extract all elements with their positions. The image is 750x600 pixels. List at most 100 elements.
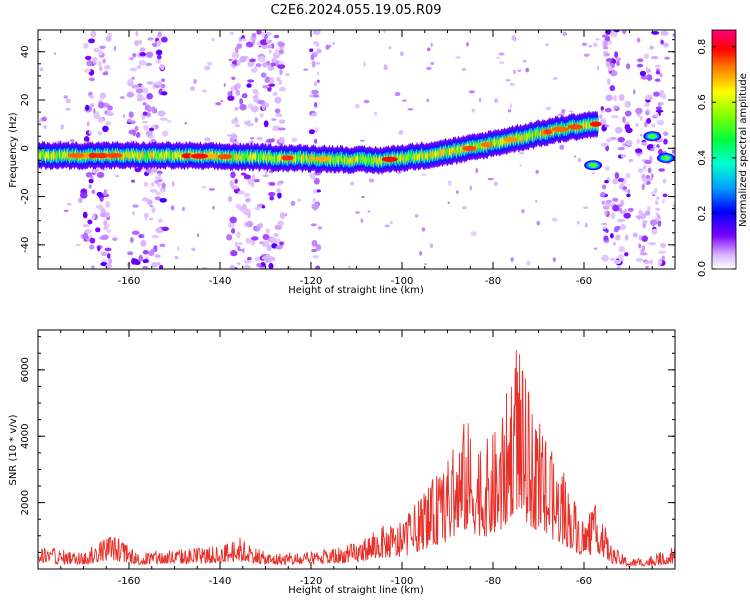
heatmap-background-cell bbox=[211, 37, 215, 42]
heatmap-background-cell bbox=[151, 42, 157, 46]
heatmap-background-cell bbox=[373, 111, 378, 116]
heatmap-noise-cell bbox=[139, 47, 146, 52]
heatmap-noise-cell bbox=[311, 203, 320, 210]
heatmap-background-cell bbox=[261, 31, 266, 38]
heatmap-background-cell bbox=[512, 69, 517, 74]
heatmap-background-cell bbox=[355, 103, 360, 109]
heatmap-noise-cell bbox=[151, 206, 156, 214]
heatmap-background-cell bbox=[592, 42, 598, 48]
heatmap-noise-cell bbox=[311, 89, 319, 95]
heatmap-background-cell bbox=[253, 225, 257, 231]
snr-x-tick-label: -100 bbox=[391, 576, 414, 587]
heatmap-noise-cell bbox=[609, 85, 616, 92]
heatmap-noise-cell bbox=[273, 34, 280, 39]
colorbar-label: Normalized spectral amplitude bbox=[738, 73, 749, 227]
heatmap-noise-cell bbox=[658, 258, 663, 266]
heatmap-noise-cell bbox=[149, 127, 155, 132]
heatmap-noise-cell bbox=[226, 233, 233, 241]
heatmap-background-cell bbox=[223, 83, 226, 87]
heatmap-background-cell bbox=[38, 118, 42, 123]
heatmap-noise-cell bbox=[611, 212, 616, 220]
heatmap-peak-cell bbox=[67, 152, 85, 159]
heatmap-noise-cell bbox=[268, 49, 273, 54]
heatmap-noise-cell bbox=[138, 254, 143, 262]
heatmap-background-cell bbox=[182, 206, 185, 212]
heatmap-noise-cell bbox=[636, 63, 644, 68]
heatmap-background-cell bbox=[470, 231, 477, 237]
colorbar-tick-label: 0.6 bbox=[697, 94, 708, 110]
heatmap-noise-cell bbox=[245, 237, 252, 244]
heatmap-noise-cell bbox=[229, 31, 235, 35]
heatmap-noise-cell bbox=[655, 113, 660, 118]
heatmap-noise-cell bbox=[80, 192, 88, 199]
heatmap-peak-cell bbox=[190, 153, 209, 159]
heatmap-noise-cell bbox=[274, 108, 281, 114]
heatmap-background-cell bbox=[236, 60, 241, 66]
heatmap-background-cell bbox=[115, 174, 120, 178]
heatmap-noise-cell bbox=[656, 119, 665, 126]
heatmap-noise-cell bbox=[638, 234, 642, 241]
heatmap-noise-cell bbox=[244, 264, 251, 269]
heatmap-noise-cell bbox=[103, 225, 109, 231]
heatmap-background-cell bbox=[461, 67, 467, 72]
heatmap-noise-cell bbox=[277, 127, 286, 131]
heatmap-noise-cell bbox=[311, 60, 316, 68]
heatmap-background-cell bbox=[189, 86, 196, 92]
heatmap-noise-cell bbox=[605, 61, 611, 68]
heatmap-noise-cell bbox=[143, 212, 149, 219]
heatmap-noise-cell bbox=[636, 58, 644, 63]
heatmap-noise-cell bbox=[603, 235, 609, 241]
heatmap-background-cell bbox=[468, 90, 475, 94]
heatmap-noise-cell bbox=[265, 60, 271, 66]
heatmap-background-cell bbox=[510, 257, 514, 263]
heatmap-background-cell bbox=[100, 208, 106, 213]
heatmap-noise-cell bbox=[262, 233, 270, 240]
heatmap-background-cell bbox=[568, 110, 574, 113]
heatmap-noise-cell bbox=[617, 218, 626, 223]
heatmap-background-cell bbox=[284, 213, 288, 217]
heatmap-background-cell bbox=[421, 227, 426, 232]
heatmap-background-cell bbox=[627, 207, 634, 213]
heatmap-background-cell bbox=[597, 65, 600, 71]
heatmap-noise-cell bbox=[88, 77, 95, 82]
heatmap-background-cell bbox=[420, 173, 427, 176]
heatmap-background-cell bbox=[303, 68, 309, 71]
heatmap-noise-cell bbox=[108, 258, 113, 265]
heatmap-noise-cell bbox=[312, 30, 321, 35]
snr-plot-area bbox=[38, 330, 675, 569]
heatmap-noise-cell bbox=[229, 179, 234, 187]
heatmap-noise-cell bbox=[97, 131, 102, 136]
heatmap-noise-cell bbox=[277, 61, 284, 65]
heatmap-noise-cell bbox=[230, 171, 236, 179]
heatmap-noise-cell bbox=[235, 83, 241, 89]
heatmap-noise-cell bbox=[99, 196, 104, 202]
heatmap-noise-cell bbox=[660, 30, 669, 36]
heatmap-noise-cell bbox=[250, 236, 259, 241]
heatmap-noise-cell bbox=[624, 100, 631, 108]
heatmap-noise-cell bbox=[313, 101, 318, 108]
heatmap-noise-cell bbox=[231, 51, 240, 59]
heatmap-background-cell bbox=[644, 210, 651, 216]
heatmap-noise-cell bbox=[100, 251, 107, 257]
heatmap-y-tick-label: -20 bbox=[20, 188, 31, 204]
heatmap-background-cell bbox=[562, 31, 568, 37]
colorbar: 0.0 0.2 0.4 0.6 0.8 Normalized spectral ampl… bbox=[697, 29, 749, 277]
heatmap-background-cell bbox=[447, 201, 450, 205]
heatmap-background-cell bbox=[419, 251, 423, 256]
heatmap-background-cell bbox=[315, 42, 320, 48]
heatmap-x-tick-label: -60 bbox=[576, 276, 592, 287]
heatmap-background-cell bbox=[132, 211, 135, 216]
heatmap-background-cell bbox=[363, 99, 370, 104]
heatmap-noise-cell bbox=[146, 199, 153, 205]
heatmap-noise-cell bbox=[162, 130, 169, 137]
heatmap-noise-cell bbox=[105, 263, 112, 269]
heatmap-noise-cell bbox=[147, 37, 154, 41]
heatmap-noise-cell bbox=[149, 171, 154, 176]
heatmap-noise-cell bbox=[130, 120, 136, 125]
heatmap-noise-cell bbox=[84, 68, 91, 73]
heatmap-noise-cell bbox=[618, 245, 625, 253]
heatmap-noise-cell bbox=[642, 164, 647, 172]
heatmap-background-cell bbox=[635, 122, 639, 128]
heatmap-background-cell bbox=[496, 56, 501, 59]
heatmap-background-cell bbox=[107, 223, 110, 228]
